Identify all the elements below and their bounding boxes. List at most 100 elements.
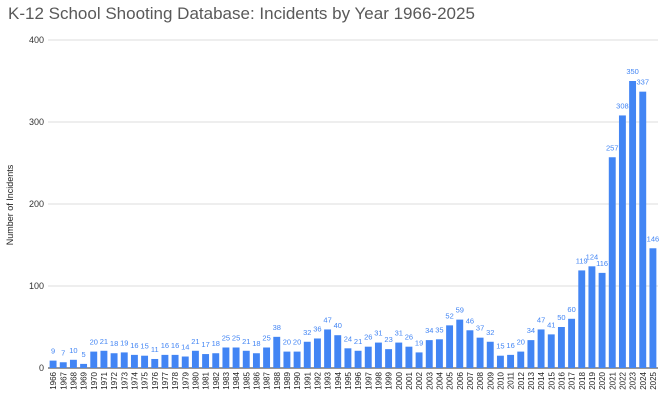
y-tick-label: 300 xyxy=(29,117,44,127)
bar xyxy=(557,327,565,368)
x-tick-label: 1972 xyxy=(110,371,119,389)
x-tick-label: 1983 xyxy=(222,371,231,389)
x-tick-label: 2016 xyxy=(557,371,566,389)
bar xyxy=(476,337,484,368)
x-tick-label: 2022 xyxy=(618,371,627,389)
bar xyxy=(568,318,576,368)
data-label: 18 xyxy=(212,339,220,348)
bar xyxy=(425,340,433,368)
data-label: 116 xyxy=(596,259,608,268)
bar xyxy=(608,157,616,368)
bar xyxy=(130,354,138,368)
x-tick-label: 1981 xyxy=(202,371,211,389)
x-tick-label: 2019 xyxy=(588,371,597,389)
x-tick-label: 1968 xyxy=(69,371,78,389)
x-tick-label: 2021 xyxy=(608,371,617,389)
y-axis-label: Number of Incidents xyxy=(5,164,15,245)
bar xyxy=(547,334,555,368)
x-tick-label: 2000 xyxy=(395,371,404,389)
bar xyxy=(151,358,159,368)
bar xyxy=(263,347,271,368)
data-label: 16 xyxy=(130,341,138,350)
data-label: 9 xyxy=(51,347,55,356)
data-label: 31 xyxy=(374,329,382,338)
x-tick-label: 1982 xyxy=(212,371,221,389)
x-tick-label: 2018 xyxy=(578,371,587,389)
bar xyxy=(141,355,149,368)
x-tick-label: 1977 xyxy=(161,371,170,389)
bar xyxy=(344,348,352,368)
data-label: 25 xyxy=(232,334,240,343)
data-label: 20 xyxy=(283,338,291,347)
x-tick-label: 2006 xyxy=(456,371,465,389)
data-label: 25 xyxy=(262,334,270,343)
data-label: 15 xyxy=(140,342,148,351)
x-tick-label: 1969 xyxy=(80,371,89,389)
bar xyxy=(507,354,515,368)
data-label: 21 xyxy=(242,337,250,346)
y-axis: 0 100 200 300 400 xyxy=(29,35,44,373)
bar xyxy=(588,266,596,368)
bar xyxy=(354,350,362,368)
data-label: 257 xyxy=(606,143,619,152)
data-label: 34 xyxy=(425,326,433,335)
x-tick-label: 2025 xyxy=(649,371,658,389)
data-label: 19 xyxy=(120,338,128,347)
data-label: 10 xyxy=(69,346,77,355)
bar xyxy=(202,354,210,368)
data-label: 59 xyxy=(456,306,464,315)
x-tick-label: 2001 xyxy=(405,371,414,389)
bar xyxy=(324,329,332,368)
data-label: 119 xyxy=(576,256,588,265)
bar xyxy=(171,354,179,368)
bar xyxy=(334,335,342,368)
x-tick-label: 1997 xyxy=(364,371,373,389)
data-label: 47 xyxy=(537,315,545,324)
data-label: 50 xyxy=(557,313,565,322)
x-tick-label: 2013 xyxy=(527,371,536,389)
data-label: 37 xyxy=(476,324,484,333)
data-label: 52 xyxy=(445,311,453,320)
data-label: 34 xyxy=(527,326,535,335)
bar xyxy=(212,353,220,368)
data-label: 124 xyxy=(586,252,599,261)
bar xyxy=(435,339,443,368)
x-tick-label: 2004 xyxy=(435,371,444,389)
x-tick-label: 1999 xyxy=(385,371,394,389)
bar xyxy=(486,341,494,368)
data-label: 20 xyxy=(517,338,525,347)
data-label: 16 xyxy=(171,341,179,350)
bar xyxy=(537,329,545,368)
bar xyxy=(80,363,88,368)
bar xyxy=(181,356,189,368)
data-label: 25 xyxy=(222,334,230,343)
data-label: 20 xyxy=(293,338,301,347)
x-tick-label: 1976 xyxy=(151,371,160,389)
bar xyxy=(405,346,413,368)
data-label: 38 xyxy=(273,323,281,332)
data-label: 24 xyxy=(344,334,352,343)
data-label: 31 xyxy=(395,329,403,338)
x-tick-label: 1998 xyxy=(374,371,383,389)
x-tick-label: 2005 xyxy=(446,371,455,389)
x-tick-label: 1993 xyxy=(324,371,333,389)
x-tick-label: 2008 xyxy=(476,371,485,389)
x-tick-label: 1995 xyxy=(344,371,353,389)
bar xyxy=(222,347,230,368)
data-label: 21 xyxy=(354,337,362,346)
gridlines xyxy=(48,39,658,369)
x-tick-label: 2023 xyxy=(629,371,638,389)
bar xyxy=(385,349,393,368)
x-tick-label: 1992 xyxy=(313,371,322,389)
bar xyxy=(69,359,77,368)
data-label: 14 xyxy=(181,343,189,352)
bar xyxy=(517,351,525,368)
bar xyxy=(598,272,606,368)
x-tick-label: 2003 xyxy=(425,371,434,389)
data-label: 46 xyxy=(466,316,474,325)
data-label: 18 xyxy=(110,339,118,348)
bar xyxy=(446,325,454,368)
data-label: 15 xyxy=(496,342,504,351)
x-tick-label: 2020 xyxy=(598,371,607,389)
bar xyxy=(191,350,199,368)
